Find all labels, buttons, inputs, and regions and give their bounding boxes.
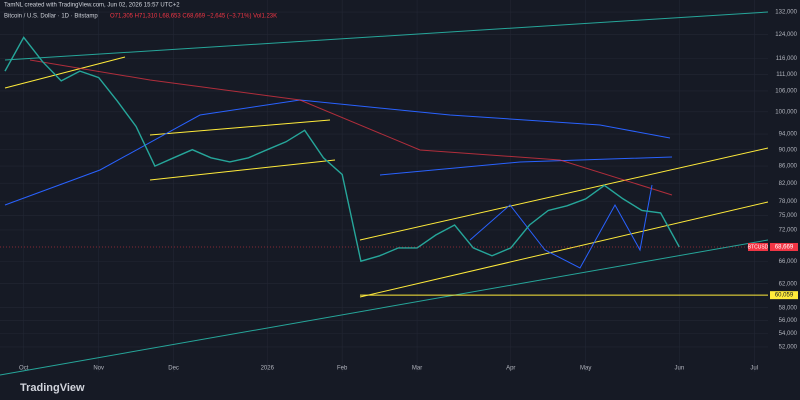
y-tick-label: 94,000	[779, 132, 798, 138]
y-tick-label: 62,000	[779, 281, 798, 287]
channel-line	[359, 147, 769, 241]
y-tick-label: 58,000	[779, 305, 798, 311]
price-label: 68,669	[775, 245, 794, 251]
level-tag	[770, 291, 798, 300]
y-tick-label: 52,000	[779, 345, 798, 351]
symbol-label: BTCUSD	[748, 244, 769, 250]
x-tick-label: Nov	[93, 366, 104, 372]
price-line	[4, 36, 680, 263]
lower-trendline	[0, 239, 769, 376]
y-tick-label: 78,000	[779, 199, 798, 205]
watermark: TradingView	[20, 382, 85, 394]
x-tick-label: Oct	[19, 366, 29, 372]
x-tick-label: Mar	[412, 366, 422, 372]
x-tick-label: 2026	[261, 366, 275, 372]
y-tick-label: 106,000	[775, 88, 797, 94]
channel-line	[149, 119, 331, 136]
grid	[0, 0, 768, 372]
y-tick-label: 111,000	[776, 72, 797, 78]
drawings	[0, 11, 769, 376]
ohlc: O71,305 H71,310 L68,653 C68,669 −2,645 (…	[110, 14, 277, 20]
upper-trendline	[4, 11, 769, 61]
projection	[469, 184, 653, 269]
y-tick-label: 124,000	[775, 32, 797, 38]
y-tick-label: 56,000	[779, 318, 798, 324]
y-tick-label: 100,000	[775, 109, 797, 115]
x-tick-label: Jul	[750, 366, 758, 372]
x-tick-label: Feb	[337, 366, 348, 372]
header: TamNL created with TradingView.com, Jun …	[4, 3, 180, 9]
y-tick-label: 116,000	[776, 56, 798, 62]
y-tick-label: 86,000	[779, 164, 798, 170]
x-tick-label: Jun	[674, 366, 684, 372]
y-tick-label: 75,000	[779, 213, 798, 219]
moving-average	[29, 59, 673, 196]
x-tick-label: May	[580, 366, 591, 372]
channel-line	[359, 201, 769, 298]
moving-average	[379, 156, 673, 176]
y-tick-label: 54,000	[779, 331, 798, 337]
symbol-tag	[748, 242, 768, 251]
y-tick-label: 66,000	[779, 259, 798, 265]
y-tick-label: 132,000	[775, 10, 797, 16]
chart-title: Bitcoin / U.S. Dollar · 1D · Bitstamp	[4, 14, 98, 20]
price-axis	[768, 0, 800, 380]
x-tick-label: Apr	[506, 366, 515, 372]
y-tick-label: 82,000	[779, 181, 798, 187]
y-tick-label: 90,000	[779, 147, 798, 153]
channel-line	[4, 56, 126, 89]
y-tick-label: 72,000	[779, 228, 798, 234]
channel-line	[149, 159, 336, 181]
level-label: 60,059	[775, 293, 794, 299]
x-tick-label: Dec	[168, 366, 179, 372]
price-tag	[770, 242, 798, 251]
